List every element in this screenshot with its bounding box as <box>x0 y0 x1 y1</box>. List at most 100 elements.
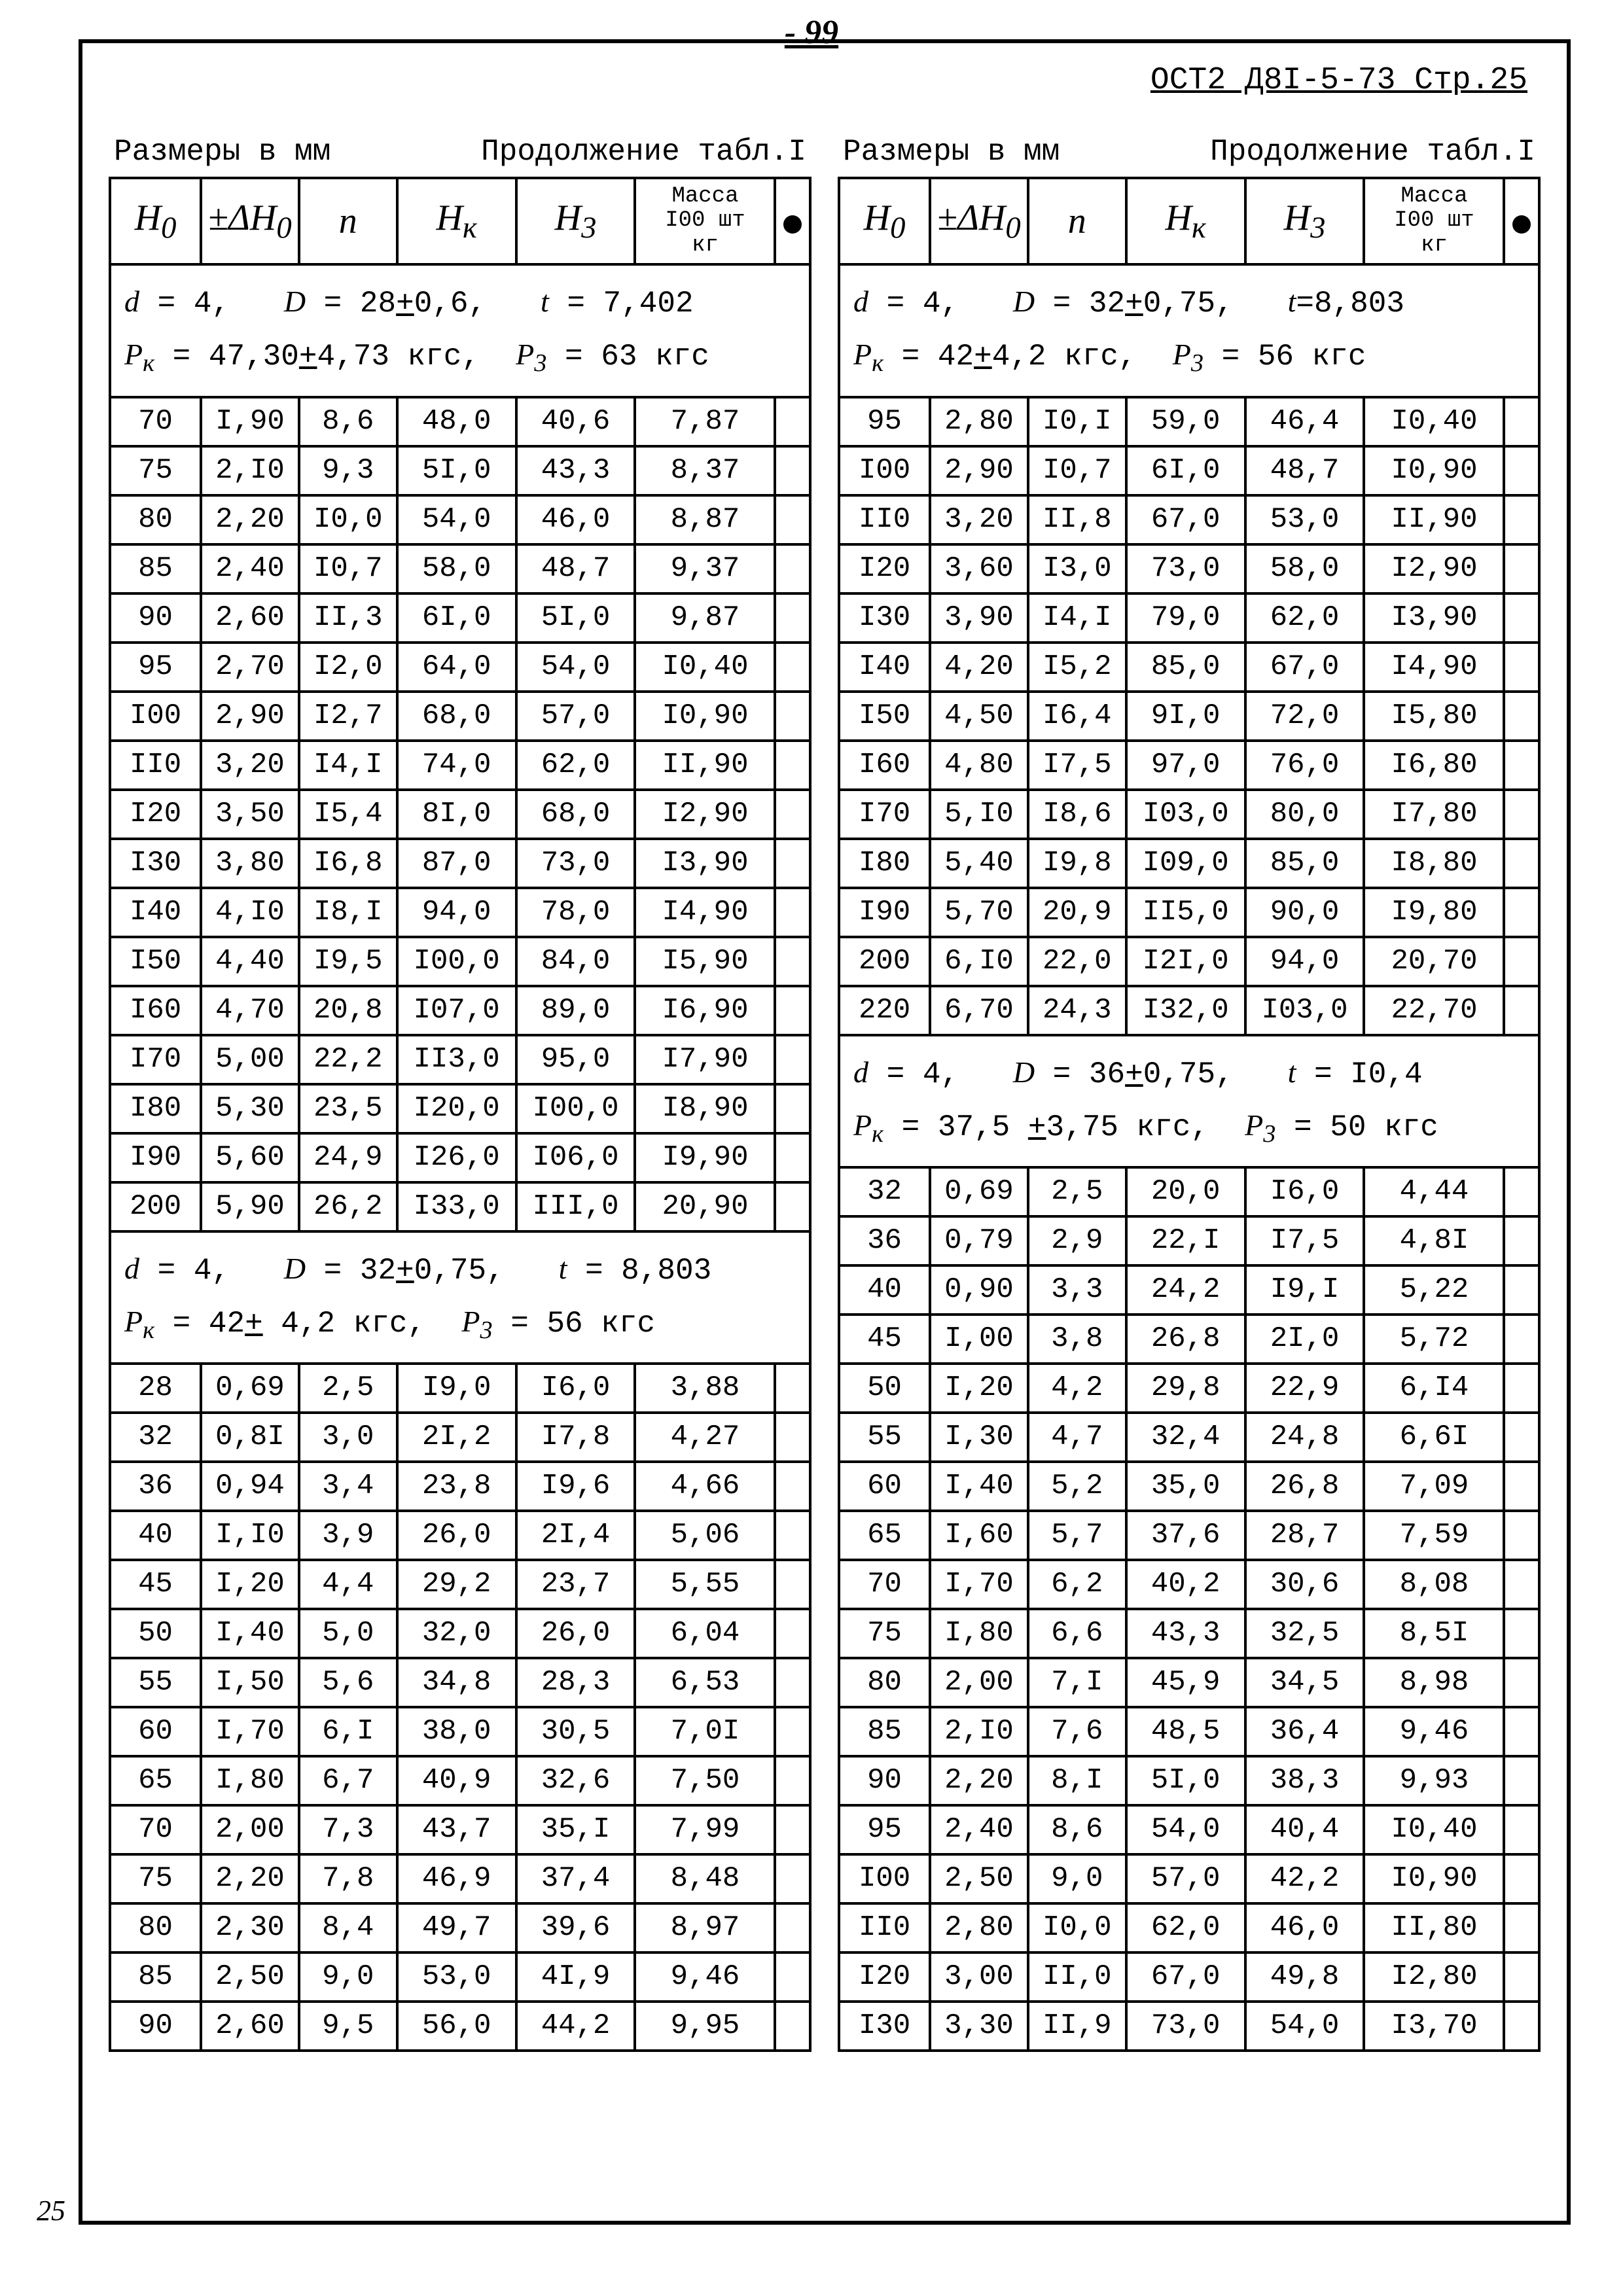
table-cell: 5,60 <box>201 1133 299 1182</box>
table-cell: I00 <box>839 446 930 495</box>
table-cell: 70 <box>110 397 201 446</box>
table-cell: 60 <box>839 1462 930 1511</box>
table-cell: 4,2 <box>1028 1364 1126 1413</box>
table-cell: I8,I <box>299 888 397 937</box>
table-cell: I00 <box>110 692 201 741</box>
table-cell: 5,72 <box>1364 1315 1504 1364</box>
table-cell: 22,I <box>1126 1216 1245 1265</box>
table-cell: I9,0 <box>397 1364 516 1413</box>
table-cell: 4,44 <box>1364 1167 1504 1216</box>
trailing-cell <box>775 888 810 937</box>
table-cell: 32,0 <box>397 1609 516 1658</box>
table-cell: I7,5 <box>1245 1216 1364 1265</box>
table-cell: 5,40 <box>930 839 1028 888</box>
table-row: 2005,9026,2I33,0III,020,90 <box>110 1182 810 1231</box>
table-cell: 3,00 <box>930 1952 1028 2002</box>
table-cell: 55 <box>110 1658 201 1707</box>
table-cell: 53,0 <box>1245 495 1364 544</box>
table-row: 802,20I0,054,046,08,87 <box>110 495 810 544</box>
table-cell: 75 <box>839 1609 930 1658</box>
trailing-cell <box>775 446 810 495</box>
table-cell: 28 <box>110 1364 201 1413</box>
table-cell: II,3 <box>299 593 397 643</box>
table-cell: 7,87 <box>635 397 775 446</box>
table-cell: 38,3 <box>1245 1756 1364 1805</box>
table-cell: I,50 <box>201 1658 299 1707</box>
table-cell: I,I0 <box>201 1511 299 1560</box>
table-cell: 6I,0 <box>1126 446 1245 495</box>
table-cell: III,0 <box>516 1182 635 1231</box>
table-cell: 8I,0 <box>397 790 516 839</box>
table-cell: 62,0 <box>1126 1903 1245 1952</box>
table-cell: 30,6 <box>1245 1560 1364 1609</box>
table-cell: 3,20 <box>930 495 1028 544</box>
table-cell: 23,7 <box>516 1560 635 1609</box>
table-cell: 9,0 <box>299 1952 397 2002</box>
table-cell: I33,0 <box>397 1182 516 1231</box>
table-cell: 49,7 <box>397 1903 516 1952</box>
table-row: I002,90I0,76I,048,7I0,90 <box>839 446 1539 495</box>
table-cell: 8,4 <box>299 1903 397 1952</box>
table-cell: 36 <box>110 1462 201 1511</box>
table-cell: 94,0 <box>397 888 516 937</box>
page-number-bottom: 25 <box>37 2194 65 2227</box>
table-cell: 58,0 <box>397 544 516 593</box>
table-cell: I8,80 <box>1364 839 1504 888</box>
table-cell: 22,2 <box>299 1035 397 1084</box>
trailing-cell <box>775 1560 810 1609</box>
table-row: 852,I07,648,536,49,46 <box>839 1707 1539 1756</box>
table-cell: 9I,0 <box>1126 692 1245 741</box>
table-cell: 2,50 <box>930 1854 1028 1903</box>
trailing-cell <box>1504 1216 1539 1265</box>
table-cell: 90 <box>839 1756 930 1805</box>
table-row: 752,I09,35I,043,38,37 <box>110 446 810 495</box>
table-cell: I,80 <box>201 1756 299 1805</box>
trailing-cell <box>1504 1609 1539 1658</box>
trailing-cell <box>1504 1854 1539 1903</box>
table-cell: 6,7 <box>299 1756 397 1805</box>
table-cell: 40,6 <box>516 397 635 446</box>
trailing-cell <box>775 741 810 790</box>
table-cell: 40,2 <box>1126 1560 1245 1609</box>
table-cell: 43,3 <box>1126 1609 1245 1658</box>
table-cell: 5,06 <box>635 1511 775 1560</box>
table-cell: 70 <box>110 1805 201 1854</box>
parameter-row: d = 4, D = 36+0,75, t = I0,4Pк = 37,5 +3… <box>839 1035 1539 1168</box>
table-cell: 2,I0 <box>201 446 299 495</box>
table-cell: 73,0 <box>516 839 635 888</box>
trailing-cell <box>775 1511 810 1560</box>
table-cell: I30 <box>839 2002 930 2051</box>
trailing-cell <box>775 397 810 446</box>
table-row: 55I,505,634,828,36,53 <box>110 1658 810 1707</box>
table-row: 2206,7024,3I32,0I03,022,70 <box>839 986 1539 1035</box>
table-cell: I6,8 <box>299 839 397 888</box>
table-cell: I2I,0 <box>1126 937 1245 986</box>
trailing-cell <box>775 1854 810 1903</box>
table-row: I905,6024,9I26,0I06,0I9,90 <box>110 1133 810 1182</box>
table-cell: 8,5I <box>1364 1609 1504 1658</box>
table-cell: I0,I <box>1028 397 1126 446</box>
table-cell: 8,87 <box>635 495 775 544</box>
table-cell: 2,80 <box>930 1903 1028 1952</box>
table-row: I504,50I6,49I,072,0I5,80 <box>839 692 1539 741</box>
column-heading: МассаI00 шткг <box>635 178 775 264</box>
table-cell: 7,6 <box>1028 1707 1126 1756</box>
table-cell: I20,0 <box>397 1084 516 1133</box>
table-cell: 64,0 <box>397 643 516 692</box>
columns-container: Размеры в ммПродолжение табл.IH0±ΔH0nHкH… <box>109 135 1541 2181</box>
table-cell: 7,99 <box>635 1805 775 1854</box>
table-row: 45I,204,429,223,75,55 <box>110 1560 810 1609</box>
table-cell: I00,0 <box>516 1084 635 1133</box>
table-cell: 20,70 <box>1364 937 1504 986</box>
table-cell: 3,20 <box>201 741 299 790</box>
trailing-cell <box>1504 692 1539 741</box>
table-cell: I03,0 <box>1126 790 1245 839</box>
page: - 99 ОСТ2 Д8I-5-73 Стр.25 Размеры в ммПр… <box>0 0 1623 2296</box>
trailing-cell <box>1504 741 1539 790</box>
table-cell: I4,90 <box>635 888 775 937</box>
table-cell: I,80 <box>930 1609 1028 1658</box>
trailing-cell <box>775 1462 810 1511</box>
table-cell: 4,66 <box>635 1462 775 1511</box>
table-cell: 20,9 <box>1028 888 1126 937</box>
table-cell: 23,5 <box>299 1084 397 1133</box>
